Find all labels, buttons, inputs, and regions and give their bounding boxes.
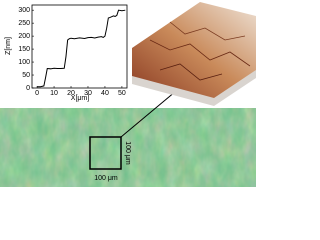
afm-surface [132,2,256,98]
plot-frame [31,4,128,89]
afm-ridge [169,21,246,41]
x-axis-label: X[μm] [71,95,89,102]
x-tick-label: 50 [118,90,126,97]
afm-ridge [149,39,251,67]
scale-label: 100 μm [124,141,131,165]
x-tick-label: 40 [101,90,109,97]
data-line [37,9,126,88]
y-tick-label: 200 [18,33,30,40]
optical-texture [0,108,256,187]
x-tick-label: 0 [35,90,39,97]
y-axis-label: Z[nm] [5,37,12,55]
x-tick-label: 10 [50,90,58,97]
y-tick-label: 50 [22,72,30,79]
y-tick-label: 150 [18,46,30,53]
y-tick-label: 100 [18,59,30,66]
x-tick-label: 30 [84,90,92,97]
figure: 100 μm 100 μm X[μm] Z[nm] 05010015020025… [0,0,256,187]
y-tick-label: 0 [26,85,30,92]
afm-ridge [159,63,223,81]
scale-label: 100 μm [94,175,118,182]
scan-square [89,136,122,170]
x-tick-label: 20 [67,90,75,97]
y-tick-label: 300 [18,7,30,14]
y-tick-label: 250 [18,20,30,27]
